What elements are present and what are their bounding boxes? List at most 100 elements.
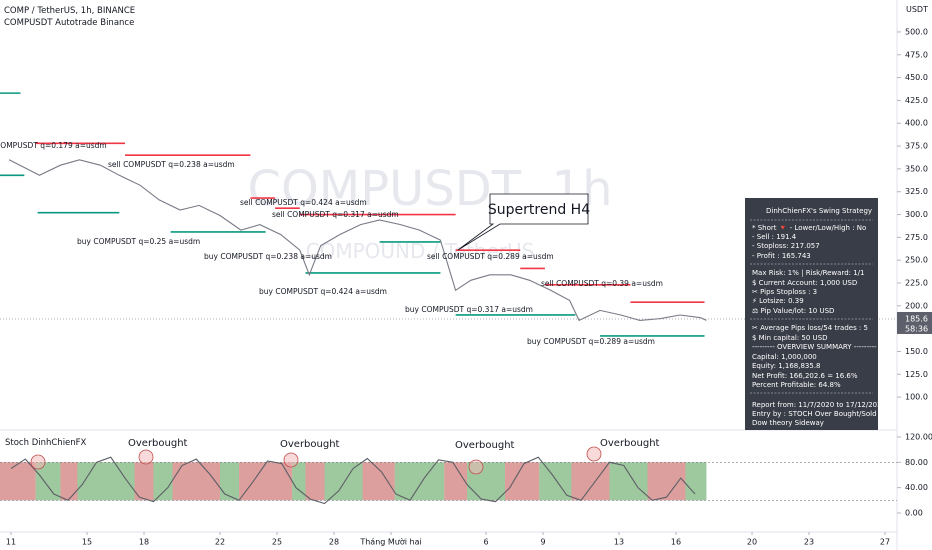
panel-line: $ Min capital: 50 USD: [752, 334, 828, 342]
x-tick-label: 22: [215, 538, 225, 547]
y-tick-label: 500.0: [905, 27, 928, 36]
x-tick-label: 16: [671, 538, 681, 547]
overbought-marker: [283, 452, 299, 468]
x-tick-label: 9: [540, 538, 545, 547]
y-tick-label: 120.00: [905, 432, 932, 441]
callout-text: Supertrend H4: [488, 202, 590, 218]
y-tick-label: 80.00: [905, 458, 928, 467]
stoch-band: [134, 462, 154, 501]
stoch-band: [505, 462, 540, 501]
panel-line: $ Current Account: 1,000 USD: [752, 279, 857, 287]
last-price-label: 185.6: [905, 314, 928, 323]
trade-annotation: sell COMPUSDT q=0.424 a=usdm: [240, 198, 367, 207]
last-price-box: [897, 311, 932, 334]
callout-box: [457, 193, 589, 251]
panel-line: Equity: 1,168,835.8: [752, 362, 821, 370]
panel-line: Percent Profitable: 64.8%: [752, 381, 841, 389]
stoch-band: [220, 462, 240, 501]
overbought-label: Overbought: [280, 439, 340, 450]
panel-line: - Sell : 191.4: [752, 233, 797, 241]
stoch-band: [362, 462, 395, 501]
stoch-band: [394, 462, 445, 501]
overbought-label: Overbought: [455, 440, 515, 451]
panel-line: ⚖ Pip Value/lot: 10 USD: [752, 307, 834, 315]
stoch-band: [0, 462, 36, 501]
overbought-label: Overbought: [600, 438, 660, 449]
callout: Supertrend H4: [457, 193, 590, 251]
y-tick-label: 250.0: [905, 256, 928, 265]
panel-line: Max Risk: 1% | Risk/Reward: 1/1: [752, 269, 865, 277]
plot-layer: 100.0125.0150.0175.0200.0225.0250.0275.0…: [0, 27, 932, 547]
stoch-band: [77, 462, 135, 501]
trade-annotation: sell COMPUSDT q=0.317 a=usdm: [272, 210, 399, 219]
y-tick-label: 0.00: [905, 508, 923, 517]
y-tick-label: 425.0: [905, 96, 928, 105]
bar-timer: 58:36: [905, 324, 928, 333]
x-tick-label: 28: [329, 538, 339, 547]
x-tick-label: 27: [880, 538, 890, 547]
stoch-band: [647, 462, 686, 501]
strategy-panel: DinhChienFX's Swing Strategy * Short 🔻 -…: [745, 198, 886, 430]
trade-annotation: sell COMPUSDT q=0.238 a=usdm: [108, 160, 235, 169]
panel-separators: [750, 219, 873, 394]
trade-annotation: buy COMPUSDT q=0.317 a=usdm: [405, 305, 533, 314]
overbought-label: Overbought: [128, 438, 188, 449]
stoch-band: [172, 462, 221, 501]
panel-box: [745, 198, 878, 430]
stoch-band: [153, 462, 173, 501]
stoch-band: [305, 462, 325, 501]
stoch-band: [571, 462, 610, 501]
x-tick-label: 20: [747, 538, 757, 547]
panel-title: DinhChienFX's Swing Strategy: [766, 207, 872, 215]
panel-line: Net Profit: 166,202.6 = 16.6%: [752, 372, 858, 380]
x-tick-label: 15: [82, 538, 92, 547]
stoch-band: [239, 462, 293, 501]
trade-annotation: sell COMPUSDT q=0.179 a=usdm: [0, 141, 107, 150]
stoch-band: [609, 462, 648, 501]
trade-annotation: buy COMPUSDT q=0.238 a=usdm: [204, 252, 332, 261]
x-tick-label: 11: [6, 538, 16, 547]
y-tick-label: 200.0: [905, 301, 928, 310]
y-tick-label: 100.0: [905, 393, 928, 402]
y-tick-label: 375.0: [905, 142, 928, 151]
stoch-band: [60, 462, 78, 501]
y-tick-label: 225.0: [905, 279, 928, 288]
x-tick-label: 25: [272, 538, 282, 547]
y-tick-label: 125.0: [905, 370, 928, 379]
price-line: [10, 456, 696, 505]
chart-subtitle: COMPUSDT Autotrade Binance: [4, 18, 134, 28]
panel-line: ✂ Average Pips loss/54 trades : 5: [752, 324, 868, 332]
stoch-band: [685, 462, 707, 501]
stoch-band: [444, 462, 468, 501]
x-tick-label: 18: [139, 538, 149, 547]
overbought-marker: [138, 449, 154, 465]
panel-line: Dow theory Sideway: [752, 419, 824, 427]
y-tick-label: 475.0: [905, 50, 928, 59]
y-tick-label: 400.0: [905, 119, 928, 128]
y-tick-label: 150.0: [905, 347, 928, 356]
panel-line: Capital: 1,000,000: [752, 353, 817, 361]
y-tick-label: 450.0: [905, 73, 928, 82]
panel-line: ⚡ Lotsize: 0.39: [752, 297, 804, 305]
y-tick-label: 325.0: [905, 187, 928, 196]
y-tick-label: 300.0: [905, 210, 928, 219]
panel-line: Report from: 11/7/2020 to 17/12/2021: [752, 401, 886, 409]
y-tick-label: 40.00: [905, 483, 928, 492]
overbought-marker: [586, 446, 602, 462]
stoch-title: Stoch DinhChienFX: [5, 438, 87, 448]
trade-annotation: buy COMPUSDT q=0.424 a=usdm: [259, 287, 387, 296]
panel-line: * Short 🔻 - Lower/Low/High : No: [752, 224, 866, 232]
axis-unit: USDT: [906, 5, 928, 14]
trade-annotation: buy COMPUSDT q=0.289 a=usdm: [527, 337, 655, 346]
x-tick-label: 23: [804, 538, 814, 547]
trade-annotation: buy COMPUSDT q=0.25 a=usdm: [77, 237, 200, 246]
y-tick-label: 350.0: [905, 164, 928, 173]
trade-annotation: sell COMPUSDT q=0.39 a=usdm: [541, 279, 663, 288]
panel-line: - Profit : 165.743: [752, 252, 811, 260]
watermark-sub: COMPOUND / TetherUS: [306, 239, 535, 263]
chart-title: COMP / TetherUS, 1h, BINANCE: [4, 6, 135, 16]
x-tick-label: 6: [483, 538, 488, 547]
y-tick-label: 275.0: [905, 233, 928, 242]
panel-line: ✂ Pips Stoploss : 3: [752, 288, 817, 296]
